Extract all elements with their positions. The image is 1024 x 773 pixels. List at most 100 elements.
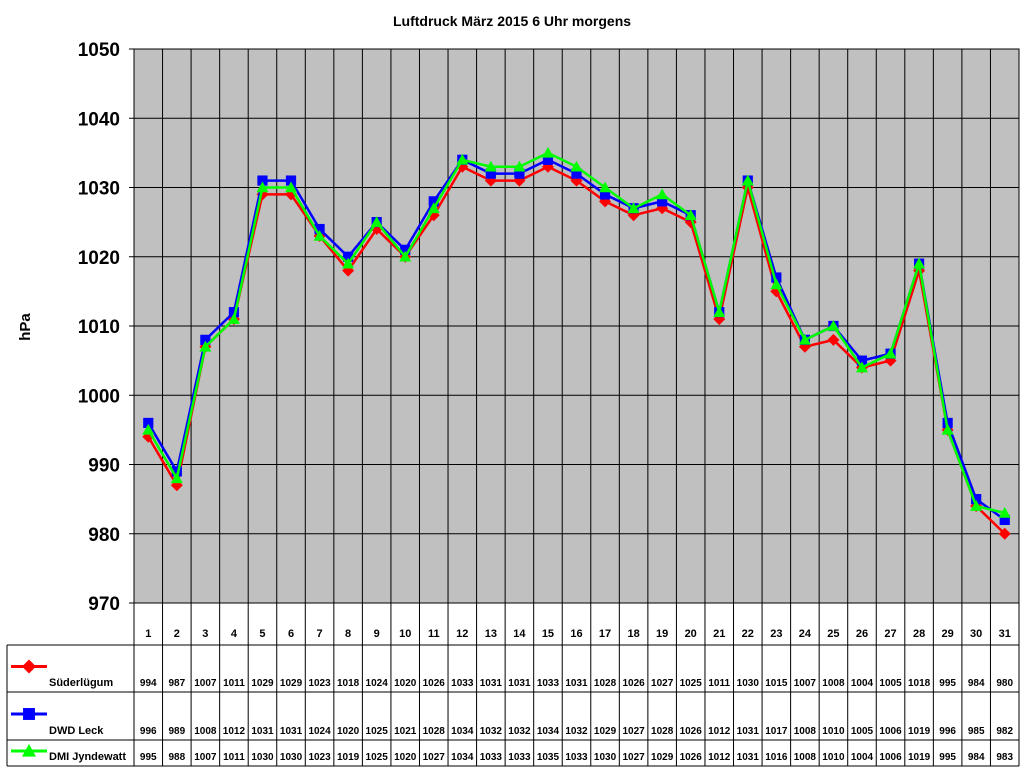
data-label: 1031 [280,726,303,737]
legend-marker [23,708,35,720]
data-label: 982 [996,726,1013,737]
data-label: 985 [968,726,985,737]
y-tick-label: 990 [88,456,120,477]
data-label: 1028 [594,678,617,689]
y-tick-label: 970 [88,594,120,615]
data-label: 1031 [737,726,760,737]
data-table: 1 2 3 4 5 6 7 8 9 10 11 12 13 14 15 16 17 18 19 20 21 22 23 24 2… [6,603,1020,767]
legend-marker [22,744,36,757]
data-point [941,423,954,435]
data-label: 1034 [451,752,474,763]
data-label: 1027 [622,752,645,763]
y-tick-label: 1000 [78,386,120,407]
data-point [342,257,355,269]
x-tick-label: 27 [884,628,896,640]
data-point [741,174,754,186]
data-label: 1028 [423,726,446,737]
data-point [228,307,240,318]
x-tick-label: 26 [856,628,868,640]
data-label: 1031 [508,678,531,689]
data-label: 994 [140,678,157,689]
data-point [656,188,669,200]
data-label: 1005 [851,726,874,737]
y-tick-label: 1050 [78,40,120,61]
x-tick-label: 15 [542,628,554,640]
data-label: 1033 [480,752,503,763]
data-point [370,216,383,227]
data-label: 1010 [822,726,845,737]
data-label: 1021 [394,726,417,737]
data-point [143,417,154,429]
data-label: 1019 [908,752,931,763]
data-label: 1007 [194,678,217,689]
data-point [970,500,983,511]
data-label: 1012 [708,752,731,763]
data-point [971,494,982,505]
data-label: 1035 [537,752,560,763]
data-point [541,146,554,158]
data-point [456,153,469,165]
data-point [199,340,212,352]
data-label: 1008 [794,726,817,737]
x-tick-label: 30 [970,628,982,640]
data-label: 1020 [337,726,360,737]
data-label: 1004 [851,678,874,689]
data-label: 1023 [308,752,331,763]
data-point [256,181,269,193]
data-label: 1019 [908,726,931,737]
y-tick-label: 1040 [78,109,120,130]
data-point [400,244,411,255]
data-point [314,223,325,235]
data-label: 1032 [508,726,531,737]
data-point [599,181,612,193]
data-label: 1023 [308,678,331,689]
data-label: 1007 [794,678,817,689]
data-label: 1032 [480,726,503,737]
x-tick-label: 9 [374,628,380,640]
data-label: 984 [968,678,985,689]
data-point [484,160,497,172]
x-tick-label: 29 [942,628,954,640]
data-label: 1032 [565,726,588,737]
x-tick-label: 14 [513,628,526,640]
data-label: 996 [939,726,956,737]
data-point [542,154,554,165]
data-label: 1030 [280,752,303,763]
data-point [513,160,526,172]
x-tick-label: 16 [570,628,582,640]
data-label: 995 [939,678,956,689]
data-point [343,251,354,262]
data-point [856,355,868,366]
series-2 [142,146,1011,518]
data-label: 1005 [879,678,902,689]
legend-label: DWD Leck [49,725,104,737]
y-axis-label: hPa [17,313,34,341]
data-label: 1019 [337,752,360,763]
data-label: 1025 [680,678,703,689]
data-point [257,175,268,186]
legend-marker [22,659,36,674]
data-label: 988 [168,752,185,763]
y-tick-label: 1030 [78,179,120,200]
x-tick-label: 31 [999,628,1011,640]
x-tick-label: 3 [202,628,208,640]
x-tick-label: 12 [456,628,468,640]
data-point [827,320,840,331]
x-tick-label: 4 [231,628,238,640]
data-label: 1034 [451,726,474,737]
data-label: 1033 [537,678,560,689]
data-label: 980 [996,678,1013,689]
data-label: 1016 [765,752,788,763]
x-tick-label: 6 [288,628,294,640]
data-point [684,209,697,220]
data-point [913,257,926,269]
data-point [599,189,611,200]
data-label: 995 [140,752,157,763]
x-tick-label: 22 [742,628,754,640]
data-label: 1020 [394,752,417,763]
legend-label: Süderlügum [49,677,113,689]
data-point [657,196,668,207]
data-point [798,333,811,345]
data-label: 996 [140,726,157,737]
data-point [998,506,1011,518]
